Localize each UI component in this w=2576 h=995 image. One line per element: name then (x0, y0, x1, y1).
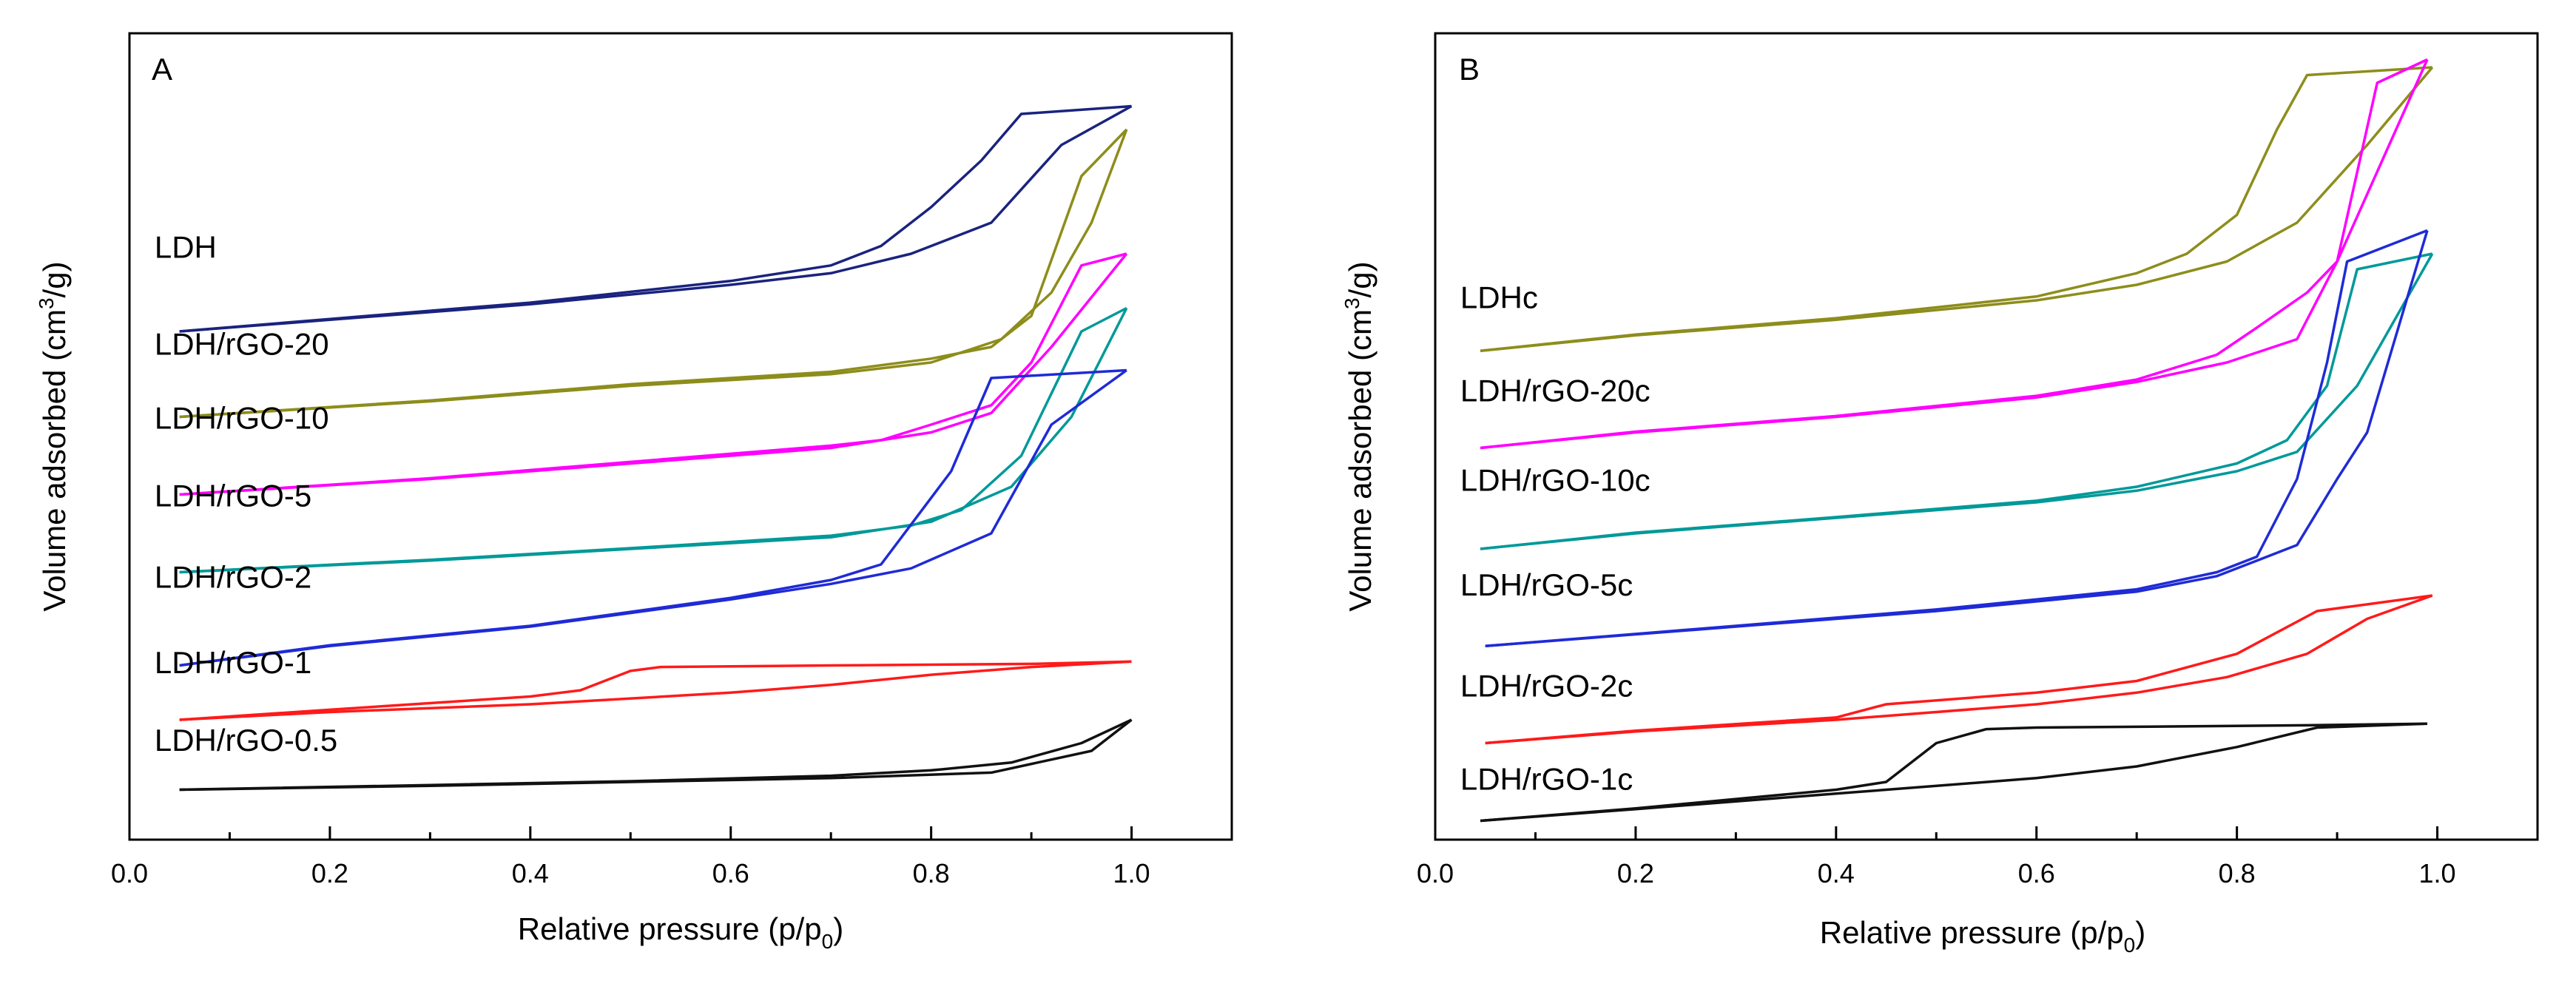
series-ldh-rgo-5c-desorption (1485, 229, 2428, 648)
series-label-ldh-rgo-1: LDH/rGO-1 (155, 645, 311, 680)
panel-b-x-axis-title: Relative pressure (p/p0) (1820, 915, 2145, 957)
x-tick-label: 1.0 (2419, 858, 2456, 888)
x-tick-label: 0.2 (1617, 858, 1654, 888)
series-label-ldh-rgo-1c: LDH/rGO-1c (1460, 762, 1633, 797)
series-label-ldh-rgo-0-5: LDH/rGO-0.5 (155, 723, 337, 758)
series-ldh-rgo-2c-adsorption (1485, 594, 2433, 745)
x-tick-label: 0.2 (311, 858, 348, 888)
series-label-ldh-rgo-2c: LDH/rGO-2c (1460, 669, 1633, 704)
panel-b-label: B (1459, 52, 1480, 87)
panel-a: A 0.0 0.2 0.4 0.6 0.8 1.0 LDH LDH/rGO-20 LDH/rG… (35, 32, 1233, 953)
panel-a-series-labels: LDH LDH/rGO-20 LDH/rGO-10 LDH/rGO-5 LDH/rGO-… (155, 229, 337, 758)
panel-b-plot-frame (1434, 32, 2539, 841)
series-label-ldh-rgo-10c: LDH/rGO-10c (1460, 462, 1651, 497)
series-ldh-rgo-1-adsorption (179, 660, 1132, 721)
series-ldh-rgo-0-5-desorption (179, 718, 1133, 792)
panel-b-x-ticks: 0.0 0.2 0.4 0.6 0.8 1.0 (1417, 826, 2539, 888)
panel-b-curves (1480, 58, 2434, 823)
series-ldh-rgo-20-adsorption (179, 129, 1128, 419)
series-label-ldhc: LDHc (1460, 280, 1538, 315)
series-label-ldh-rgo-20c: LDH/rGO-20c (1460, 374, 1651, 408)
series-ldh-rgo-20-desorption (179, 128, 1128, 419)
series-ldh-rgo-10-desorption (179, 252, 1127, 496)
panel-b-series-labels: LDHc LDH/rGO-20c LDH/rGO-10c LDH/rGO-5c LDH/… (1460, 280, 1651, 797)
x-tick-label: 0.6 (712, 858, 749, 888)
series-label-ldh-rgo-20: LDH/rGO-20 (155, 327, 329, 362)
panel-a-x-axis-title: Relative pressure (p/p0) (518, 911, 843, 953)
x-tick-label: 0.0 (1417, 858, 1454, 888)
panel-b-y-axis-title: Volume adsorbed (cm3/g) (1341, 261, 1378, 611)
x-tick-label: 0.0 (111, 858, 148, 888)
x-tick-label: 0.4 (512, 858, 549, 888)
series-label-ldh: LDH (155, 229, 217, 264)
series-ldh-desorption (179, 104, 1132, 333)
panel-a-label: A (152, 52, 172, 87)
panel-b: B 0.0 0.2 0.4 0.6 0.8 1.0 LDHc LDH/rGO-20c LDH/… (1341, 32, 2539, 957)
series-ldh-adsorption (179, 104, 1133, 333)
panel-a-curves (179, 104, 1133, 792)
panel-a-plot-frame (128, 32, 1233, 841)
panel-a-x-ticks: 0.0 0.2 0.4 0.6 0.8 1.0 (111, 826, 1233, 888)
x-tick-label: 0.4 (1818, 858, 1855, 888)
series-ldhc-adsorption (1480, 66, 2434, 353)
series-ldhc-desorption (1480, 66, 2432, 353)
x-tick-label: 0.6 (2018, 858, 2055, 888)
x-tick-label: 0.8 (913, 858, 950, 888)
series-label-ldh-rgo-5: LDH/rGO-5 (155, 478, 311, 513)
series-ldh-rgo-2-desorption (179, 368, 1127, 667)
panel-a-y-axis-title: Volume adsorbed (cm3/g) (35, 261, 72, 611)
series-ldh-rgo-1-desorption (179, 660, 1132, 721)
series-ldh-rgo-1c-adsorption (1480, 722, 2428, 823)
x-tick-label: 0.8 (2219, 858, 2256, 888)
series-ldh-rgo-10c-desorption (1480, 252, 2433, 550)
series-label-ldh-rgo-5c: LDH/rGO-5c (1460, 567, 1633, 602)
series-label-ldh-rgo-2: LDH/rGO-2 (155, 560, 311, 595)
series-label-ldh-rgo-10: LDH/rGO-10 (155, 400, 329, 435)
series-ldh-rgo-1c-desorption (1480, 722, 2428, 823)
x-tick-label: 1.0 (1113, 858, 1150, 888)
series-ldh-rgo-2c-desorption (1485, 594, 2433, 745)
series-ldh-rgo-20c-desorption (1480, 58, 2429, 450)
